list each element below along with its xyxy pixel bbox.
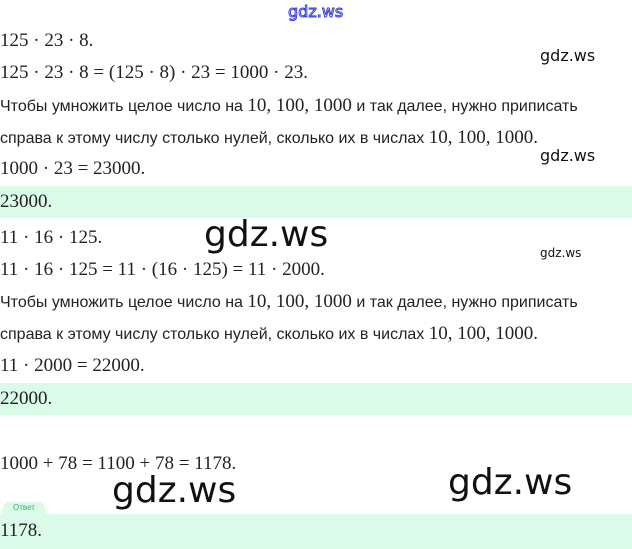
expression: 1000 · 23 = 23000.: [0, 158, 146, 179]
numbers: 10, 100, 1000.: [428, 323, 538, 344]
numbers: 10, 100, 1000.: [428, 127, 538, 148]
watermark-top: gdz.ws: [287, 2, 344, 22]
watermark: gdz.ws: [448, 462, 573, 503]
answer-box: 22000.: [0, 383, 632, 415]
rule-text: справа к этому числу столько нулей, скол…: [0, 323, 538, 345]
text: Чтобы умножить целое число на: [0, 294, 248, 311]
watermark: gdz.ws: [540, 46, 596, 65]
expression: 125 · 23 · 8.: [0, 30, 94, 51]
text: и так далее, нужно приписать: [351, 294, 578, 311]
text: и так далее, нужно приписать: [351, 98, 578, 115]
expression: 11 · 16 · 125.: [0, 227, 103, 248]
text: Чтобы умножить целое число на: [0, 98, 248, 115]
expression: 1000 + 78 = 1100 + 78 = 1178.: [0, 453, 237, 474]
answer-box: 23000.: [0, 186, 632, 218]
watermark: gdz.ws: [540, 146, 596, 165]
numbers: 10, 100, 1000: [247, 291, 352, 312]
text: справа к этому числу столько нулей, скол…: [0, 130, 429, 147]
answer: 22000.: [0, 388, 53, 409]
rule-text: Чтобы умножить целое число на 10, 100, 1…: [0, 291, 578, 313]
numbers: 10, 100, 1000: [247, 95, 352, 116]
watermark: gdz.ws: [112, 470, 237, 511]
rule-text: Чтобы умножить целое число на 10, 100, 1…: [0, 95, 578, 117]
expression: 11 · 2000 = 22000.: [0, 355, 145, 376]
rule-text: справа к этому числу столько нулей, скол…: [0, 127, 538, 149]
watermark: gdz.ws: [540, 246, 582, 260]
text: справа к этому числу столько нулей, скол…: [0, 326, 429, 343]
answer: 23000.: [0, 191, 53, 212]
watermark: gdz.ws: [204, 214, 329, 255]
expression: 125 · 23 · 8 = (125 · 8) · 23 = 1000 · 2…: [0, 62, 308, 83]
expression: 11 · 16 · 125 = 11 · (16 · 125) = 11 · 2…: [0, 259, 325, 280]
answer-box: 1178.: [0, 514, 632, 549]
answer: 1178.: [0, 520, 43, 541]
answer-tab: Ответ: [2, 502, 46, 516]
